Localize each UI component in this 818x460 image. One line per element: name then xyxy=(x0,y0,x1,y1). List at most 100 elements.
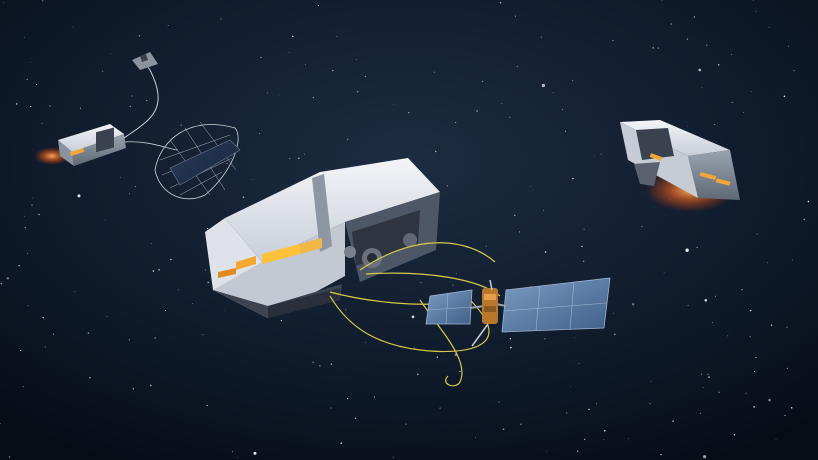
star xyxy=(604,430,606,432)
star xyxy=(698,68,702,72)
star xyxy=(546,450,547,452)
star xyxy=(134,186,136,188)
star xyxy=(499,2,502,4)
star xyxy=(131,95,133,97)
star xyxy=(714,123,716,126)
star xyxy=(164,309,166,312)
star xyxy=(346,397,349,400)
star xyxy=(455,121,457,124)
star xyxy=(304,153,305,155)
star xyxy=(102,70,104,72)
star xyxy=(791,259,793,261)
star xyxy=(151,243,152,245)
star xyxy=(23,215,25,217)
star xyxy=(752,0,754,2)
star xyxy=(207,281,209,284)
star xyxy=(6,277,10,280)
star xyxy=(38,213,40,216)
star xyxy=(146,100,148,102)
star xyxy=(364,341,366,343)
star xyxy=(224,310,226,312)
star xyxy=(686,125,688,127)
star xyxy=(417,373,419,376)
star xyxy=(420,281,422,284)
star xyxy=(373,396,376,398)
status-light-3 xyxy=(300,238,322,254)
star xyxy=(717,64,720,66)
star xyxy=(42,316,44,319)
star xyxy=(15,103,18,105)
star xyxy=(242,196,245,198)
star xyxy=(336,35,338,38)
star xyxy=(31,204,33,206)
star xyxy=(330,407,332,409)
star xyxy=(552,92,554,93)
status-light-4 xyxy=(218,268,236,278)
star xyxy=(600,153,602,155)
star xyxy=(661,0,663,1)
star xyxy=(775,438,777,440)
star xyxy=(41,0,44,2)
star xyxy=(31,197,33,199)
star xyxy=(80,107,81,109)
star xyxy=(581,245,583,248)
star xyxy=(466,247,468,248)
main-spacecraft xyxy=(205,158,440,318)
star xyxy=(87,332,90,334)
star xyxy=(768,398,771,402)
star xyxy=(280,320,282,322)
star xyxy=(23,37,25,39)
star xyxy=(753,370,756,372)
star xyxy=(129,105,131,107)
star xyxy=(583,228,585,230)
star xyxy=(561,109,563,110)
star xyxy=(30,105,32,108)
star xyxy=(565,130,566,132)
star xyxy=(8,456,11,458)
star xyxy=(41,122,43,125)
star xyxy=(132,388,135,390)
star xyxy=(714,295,716,297)
star xyxy=(706,44,708,46)
star xyxy=(708,376,710,378)
star xyxy=(170,258,172,261)
star xyxy=(29,62,31,63)
star xyxy=(786,367,788,370)
star xyxy=(641,225,643,228)
star xyxy=(632,303,635,306)
star xyxy=(790,407,793,409)
star xyxy=(793,69,795,72)
star xyxy=(405,423,407,425)
star xyxy=(731,101,733,104)
star xyxy=(699,412,702,414)
star xyxy=(204,269,206,271)
star xyxy=(702,387,704,389)
star xyxy=(540,36,543,38)
star xyxy=(514,15,516,17)
star xyxy=(158,269,160,271)
star xyxy=(498,401,500,403)
star xyxy=(574,337,575,338)
star xyxy=(475,437,477,438)
star xyxy=(749,335,751,338)
star xyxy=(701,87,703,88)
star xyxy=(18,265,20,267)
status-light-1 xyxy=(236,256,256,270)
star xyxy=(476,110,478,112)
star xyxy=(392,456,394,458)
star xyxy=(670,23,672,25)
star xyxy=(733,434,736,436)
spacecraft-right xyxy=(620,120,740,212)
star xyxy=(572,177,574,180)
star xyxy=(298,157,300,160)
star xyxy=(768,26,770,28)
star xyxy=(700,373,703,375)
star xyxy=(27,253,28,255)
star xyxy=(260,56,262,58)
small-spacecraft-left xyxy=(34,124,126,166)
star xyxy=(26,78,28,81)
star xyxy=(518,231,521,233)
star xyxy=(686,38,689,40)
star xyxy=(711,322,713,324)
